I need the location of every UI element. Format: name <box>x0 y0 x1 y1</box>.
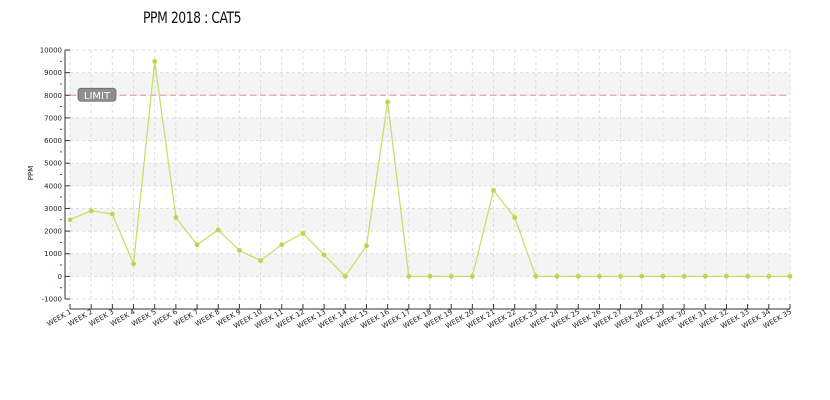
grid-band <box>70 72 790 96</box>
data-point <box>279 242 285 248</box>
y-axis-title: PPM <box>27 166 35 180</box>
y-tick-label: 7000 <box>44 114 62 122</box>
data-point <box>300 230 306 236</box>
data-point <box>575 273 581 279</box>
data-point <box>67 217 73 223</box>
data-point <box>258 258 263 263</box>
data-point <box>406 273 412 279</box>
data-point <box>109 211 115 217</box>
data-point <box>702 273 708 279</box>
y-tick-label: -1000 <box>42 296 62 304</box>
data-point <box>681 273 687 279</box>
chart-title: PPM 2018 : CAT5 <box>143 8 242 27</box>
data-point <box>766 273 772 279</box>
y-tick-label: 6000 <box>44 137 62 145</box>
data-point <box>342 273 348 279</box>
data-point <box>215 227 221 233</box>
y-tick-label: 8000 <box>44 92 62 100</box>
y-tick-label: 9000 <box>44 69 62 77</box>
data-point <box>724 273 729 279</box>
data-point <box>639 273 645 279</box>
data-point <box>448 273 454 279</box>
limit-layer: LIMIT <box>70 87 790 102</box>
data-point <box>745 273 751 279</box>
data-point <box>237 247 242 253</box>
grid-band <box>70 253 790 277</box>
grid-band <box>70 163 790 186</box>
limit-label-box <box>77 87 117 102</box>
data-point <box>173 215 179 220</box>
data-point <box>512 215 518 220</box>
data-point <box>491 187 496 193</box>
data-point <box>194 242 200 248</box>
data-point <box>321 252 327 258</box>
grid-lines <box>69 49 791 300</box>
data-point <box>385 99 391 105</box>
data-point <box>88 208 94 214</box>
data-point <box>533 273 539 279</box>
data-point <box>427 273 433 279</box>
y-tick-label: 0 <box>58 273 62 281</box>
axes <box>60 49 791 310</box>
data-point <box>554 273 560 279</box>
data-point <box>597 273 602 279</box>
y-tick-label: 5000 <box>44 160 62 168</box>
y-tick-label: 3000 <box>44 205 62 213</box>
y-tick-label: 4000 <box>44 182 62 190</box>
background-bands <box>70 72 790 277</box>
data-point <box>787 273 793 279</box>
limit-label: LIMIT <box>84 91 111 102</box>
data-point <box>364 243 369 249</box>
series-layer <box>67 58 793 279</box>
data-point <box>660 273 666 279</box>
y-tick-label: 2000 <box>44 228 62 236</box>
data-point <box>131 261 136 267</box>
data-point <box>618 273 623 279</box>
data-point <box>152 58 158 64</box>
y-tick-label: 10000 <box>40 47 62 55</box>
data-point <box>469 273 475 279</box>
y-tick-label: 1000 <box>44 250 62 258</box>
